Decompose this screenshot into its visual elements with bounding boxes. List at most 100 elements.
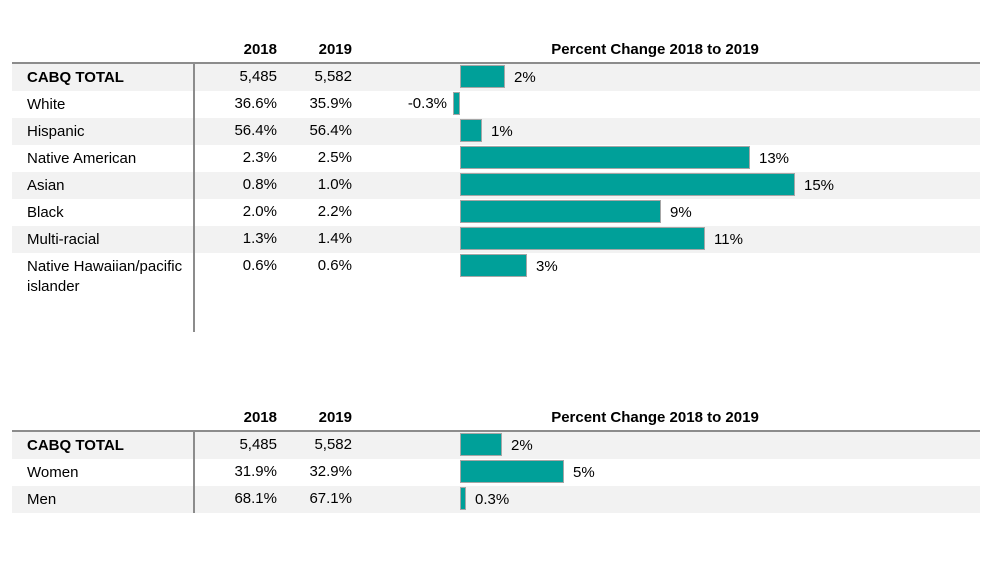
table-row: CABQ TOTAL 5,485 5,582 2% [12, 64, 980, 91]
percent-change-bar [460, 65, 505, 88]
gender-table-rows: CABQ TOTAL 5,485 5,582 2% Women 31.9% 32.9% 5% M… [12, 430, 980, 513]
table-row: White 36.6% 35.9% -0.3% [12, 91, 980, 118]
gender-table-header-row: 2018 2019 Percent Change 2018 to 2019 [12, 403, 980, 430]
value-2019: 2.2% [317, 203, 352, 220]
percent-change-bar [460, 227, 705, 250]
bar-track: 2% [455, 432, 980, 459]
change-value [352, 459, 455, 486]
table-row: Multi-racial 1.3% 1.4% 11% [12, 226, 980, 253]
percent-change-bar [460, 460, 564, 483]
bar-value-label: 3% [536, 258, 558, 275]
percent-change-bar [460, 119, 482, 142]
value-2018: 5,485 [239, 436, 277, 453]
bar-value-label: 1% [491, 123, 513, 140]
chart-title-area: Percent Change 2018 to 2019 [455, 409, 980, 426]
bar-value-label: 5% [573, 464, 595, 481]
race-table-header-row: 2018 2019 Percent Change 2018 to 2019 [12, 35, 980, 62]
gender-table: 2018 2019 Percent Change 2018 to 2019 CA… [12, 403, 980, 513]
chart-title-area: Percent Change 2018 to 2019 [455, 41, 980, 58]
value-2019: 67.1% [309, 490, 352, 507]
row-label: CABQ TOTAL [27, 437, 124, 454]
value-2019: 35.9% [309, 95, 352, 112]
change-value [352, 64, 455, 91]
bar-value-label: 15% [804, 177, 835, 194]
change-value [352, 199, 455, 226]
col-header-2019: 2019 [318, 41, 352, 58]
value-2019: 56.4% [309, 122, 352, 139]
header-spacer [12, 420, 193, 426]
percent-change-bar [460, 433, 502, 456]
bar-track: 1% [455, 118, 980, 145]
row-label: Multi-racial [27, 231, 100, 248]
bar-value-label: 11% [714, 231, 743, 248]
bar-value-label: 2% [514, 69, 536, 86]
chart-title: Percent Change 2018 to 2019 [551, 409, 759, 426]
value-2018: 31.9% [234, 463, 277, 480]
table-row: CABQ TOTAL 5,485 5,582 2% [12, 432, 980, 459]
bar-track: 9% [455, 199, 980, 226]
value-2018: 1.3% [242, 230, 277, 247]
value-2018: 56.4% [234, 122, 277, 139]
bar-track: 13% [455, 145, 980, 172]
race-table-rows: CABQ TOTAL 5,485 5,582 2% White 36.6% 35.9% -0.… [12, 62, 980, 332]
bar-value-label: 2% [511, 437, 533, 454]
col-header-2019: 2019 [318, 409, 352, 426]
percent-change-bar [460, 200, 661, 223]
change-value [352, 486, 455, 513]
bar-track: 11% [455, 226, 980, 253]
bar-track: 2% [455, 64, 980, 91]
col-header-2018: 2018 [243, 409, 277, 426]
value-2019: 0.6% [317, 257, 352, 274]
change-value [352, 432, 455, 459]
value-2019: 32.9% [309, 463, 352, 480]
value-2018: 0.6% [242, 257, 277, 274]
bar-value-label: 13% [759, 150, 790, 167]
table-row: Women 31.9% 32.9% 5% [12, 459, 980, 486]
value-2019: 1.4% [317, 230, 352, 247]
value-2018: 2.3% [242, 149, 277, 166]
row-label: CABQ TOTAL [27, 69, 124, 86]
row-label: Native Hawaiian/pacific islander [27, 258, 183, 295]
row-label: Native American [27, 150, 137, 167]
bar-track: 5% [455, 459, 980, 486]
value-2018: 0.8% [242, 176, 277, 193]
col-header-2018: 2018 [243, 41, 277, 58]
table-row: Asian 0.8% 1.0% 15% [12, 172, 980, 199]
value-2019: 5,582 [314, 436, 352, 453]
bar-track: 15% [455, 172, 980, 199]
change-value [352, 253, 455, 332]
bar-track: 0.3% [455, 486, 980, 513]
value-2018: 36.6% [234, 95, 277, 112]
value-2018: 68.1% [234, 490, 277, 507]
percent-change-bar [460, 254, 527, 277]
row-label: Asian [27, 177, 65, 194]
change-value: -0.3% [407, 95, 447, 112]
percent-change-bar [460, 146, 750, 169]
value-2018: 5,485 [239, 68, 277, 85]
bar-value-label: 9% [670, 204, 692, 221]
percent-change-bar [453, 92, 460, 115]
row-label: Hispanic [27, 123, 85, 140]
table-row: Black 2.0% 2.2% 9% [12, 199, 980, 226]
race-ethnicity-table: 2018 2019 Percent Change 2018 to 2019 CA… [12, 35, 980, 332]
row-label: Black [27, 204, 64, 221]
percent-change-bar [460, 173, 795, 196]
value-2019: 2.5% [317, 149, 352, 166]
header-spacer [12, 52, 193, 58]
row-label: Men [27, 491, 57, 508]
row-label: White [27, 96, 66, 113]
value-2019: 5,582 [314, 68, 352, 85]
table-row: Hispanic 56.4% 56.4% 1% [12, 118, 980, 145]
table-row: Men 68.1% 67.1% 0.3% [12, 486, 980, 513]
percent-change-bar [460, 487, 466, 510]
change-value [352, 118, 455, 145]
table-row: Native American 2.3% 2.5% 13% [12, 145, 980, 172]
bar-track [453, 91, 980, 118]
bar-track: 3% [455, 253, 980, 332]
table-row: Native Hawaiian/pacific islander 0.6% 0.6%… [12, 253, 980, 332]
bar-value-label: 0.3% [475, 491, 510, 508]
chart-title: Percent Change 2018 to 2019 [551, 41, 759, 58]
change-value [352, 145, 455, 172]
change-value [352, 226, 455, 253]
